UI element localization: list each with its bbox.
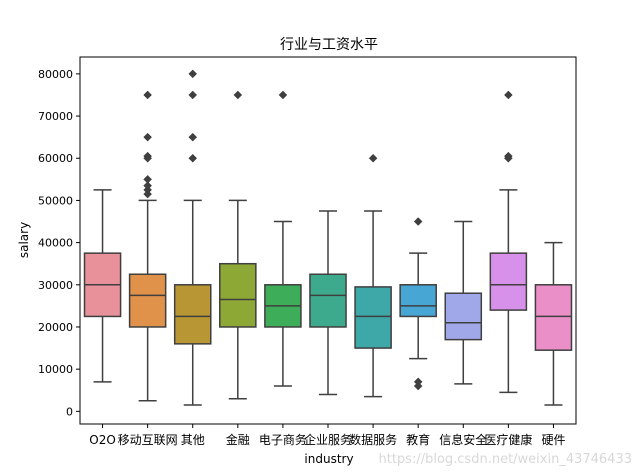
outlier-point: [368, 153, 378, 163]
box-iqr: [128, 273, 167, 328]
y-tick-label: 10000: [38, 363, 73, 376]
x-tick-label: 电子商务: [259, 432, 307, 447]
outlier-point: [143, 132, 152, 142]
y-tick-label: 80000: [38, 68, 73, 81]
x-tick-label: 移动互联网: [118, 433, 178, 447]
y-tick-label: 70000: [38, 110, 73, 123]
x-tick-label: 数据服务: [349, 432, 397, 447]
x-tick-label: 教育: [406, 432, 430, 447]
outlier-point: [413, 377, 423, 387]
y-tick-label: 60000: [38, 152, 73, 165]
x-tick-label: O2O: [89, 433, 116, 447]
x-axis-label: industry: [304, 452, 353, 466]
y-tick-label: 50000: [38, 194, 73, 207]
x-tick-label: 金融: [226, 432, 250, 447]
outlier-point: [278, 90, 288, 100]
outlier-point: [504, 90, 513, 100]
y-axis: 0 10000 20000 30000 40000 50000 60000 70000 8000…: [38, 68, 80, 418]
box-iqr: [444, 292, 483, 341]
x-tick-label: 其他: [181, 433, 205, 447]
x-tick-label: 信息安全: [439, 432, 487, 447]
outlier-point: [188, 69, 198, 79]
y-axis-label: salary: [17, 222, 31, 258]
x-tick-label: 医疗健康: [484, 432, 532, 447]
box-iqr: [489, 252, 528, 311]
y-tick-label: 0: [66, 405, 73, 418]
box-iqr: [219, 262, 257, 328]
outlier-point: [143, 181, 152, 191]
outlier-point: [188, 90, 198, 100]
outlier-point: [233, 90, 243, 100]
box-iqr: [354, 286, 392, 349]
outlier-point: [143, 90, 152, 100]
outlier-point: [188, 132, 198, 142]
outlier-point: [143, 151, 152, 161]
y-tick-label: 20000: [38, 321, 73, 334]
box-iqr: [399, 284, 437, 318]
y-tick-label: 30000: [38, 279, 73, 292]
outlier-point: [413, 217, 423, 226]
box-iqr: [173, 284, 212, 345]
x-tick-label: 硬件: [541, 433, 565, 447]
outlier-point: [504, 151, 513, 161]
box-iqr: [309, 273, 347, 328]
outlier-point: [143, 174, 152, 184]
outlier-point: [188, 153, 198, 163]
chart-title: 行业与工资水平: [280, 37, 378, 53]
watermark-text: https://blog.csdn.net/weixin_43746433: [378, 452, 632, 467]
box-iqr: [534, 284, 573, 351]
boxes: [83, 69, 573, 406]
x-tick-label: 企业服务: [304, 432, 352, 447]
y-tick-label: 40000: [38, 237, 73, 250]
